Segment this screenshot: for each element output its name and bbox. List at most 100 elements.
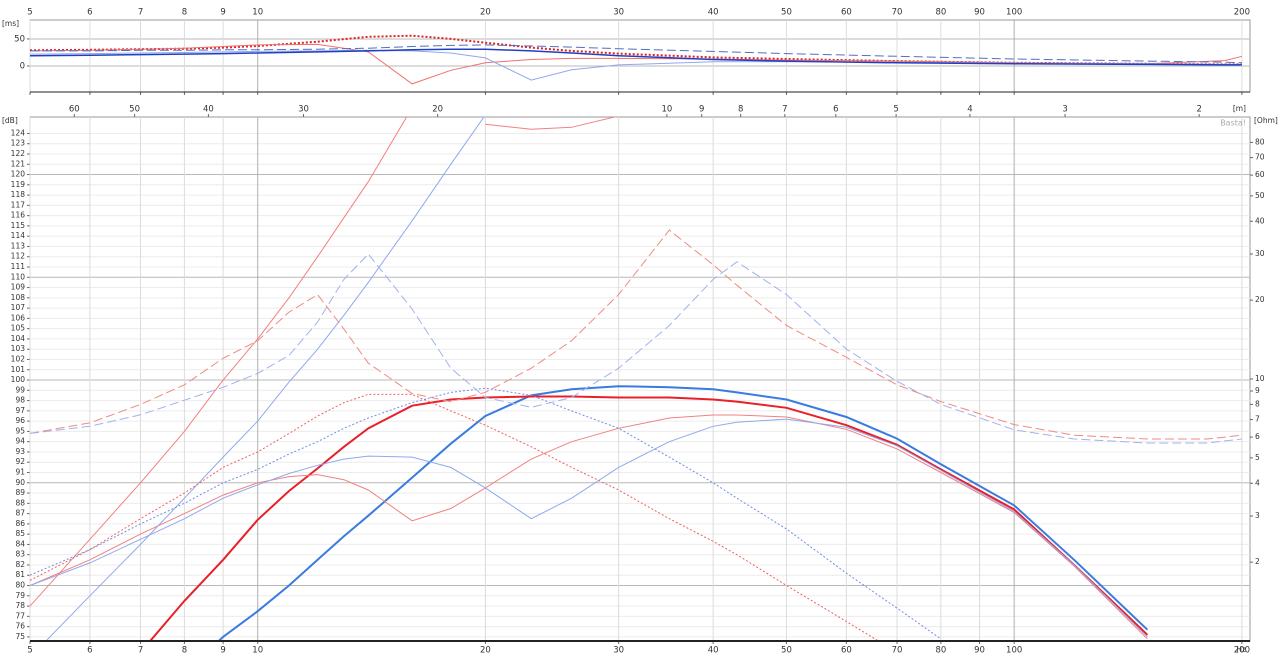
y-tick-label: 94 (15, 437, 25, 446)
top-tick-label: 40 (203, 105, 214, 115)
y2-tick-label: 3 (1255, 511, 1260, 520)
y-tick-label: 87 (15, 509, 25, 518)
y-tick-label: 123 (11, 139, 26, 148)
top-tick-label: 4 (967, 105, 972, 115)
top-tick-label: 9 (699, 105, 704, 115)
series-line (217, 385, 1149, 641)
top-tick-label: 5 (893, 105, 898, 115)
x-tick-label: 5 (27, 8, 32, 18)
series-line (30, 418, 1148, 638)
y-tick-label: 78 (15, 601, 25, 610)
y2-tick-label: 20 (1255, 295, 1265, 304)
y-tick-label: 79 (15, 591, 25, 600)
x-tick-label: 8 (182, 8, 187, 18)
x-tick-label: 200 (1234, 8, 1250, 18)
series-line (30, 117, 617, 607)
x-tick-label: 40 (708, 8, 719, 18)
y-tick-label: 93 (15, 447, 25, 456)
y-tick-label: 121 (11, 159, 26, 168)
y-tick-label: 101 (11, 365, 26, 374)
y2-tick-label: 50 (1255, 191, 1265, 200)
plot-group: 7576777879808182838485868788899091929394… (2, 104, 1278, 656)
y-tick-label: 108 (11, 293, 26, 302)
y-tick-label: 100 (11, 375, 26, 384)
y-tick-label: 122 (11, 149, 26, 158)
y-tick-label: 88 (15, 498, 25, 507)
top-tick-label: 20 (432, 105, 443, 115)
y-tick-label: 116 (11, 211, 26, 220)
y-tick-label: 109 (11, 283, 26, 292)
y2-tick-label: 5 (1255, 453, 1260, 462)
x-tick-label: 10 (252, 646, 263, 656)
x-tick-label: 30 (613, 8, 624, 18)
y-tick-label: 113 (11, 241, 26, 250)
y-axis-label: [ms] (2, 19, 19, 28)
y2-tick-label: 6 (1255, 432, 1260, 441)
top-tick-label: 50 (129, 105, 140, 115)
y-tick-label: 82 (15, 560, 25, 569)
plot-area (29, 116, 1251, 642)
y2-tick-label: 9 (1255, 386, 1260, 395)
x-tick-label: 9 (220, 8, 225, 18)
y-tick-label: 75 (15, 632, 25, 641)
y-tick-label: 99 (15, 385, 25, 394)
y2-tick-label: 80 (1255, 137, 1265, 146)
top-tick-label: 7 (782, 105, 787, 115)
y-tick-label: 85 (15, 529, 25, 538)
y-tick-label: 119 (11, 180, 26, 189)
x-tick-label: 6 (87, 8, 92, 18)
y2-axis-label: [Ohm] (1254, 116, 1278, 125)
y-tick-label: 76 (15, 622, 25, 631)
y-tick-label: 107 (11, 303, 26, 312)
y2-tick-label: 4 (1255, 478, 1260, 487)
x-tick-label: 9 (220, 646, 225, 656)
y-tick-label: 84 (15, 539, 25, 548)
x-tick-label: 40 (708, 646, 719, 656)
x-tick-label: 80 (935, 646, 946, 656)
x-tick-label: 90 (974, 8, 985, 18)
y-tick-label: 80 (15, 581, 25, 590)
y-tick-label: 111 (11, 262, 26, 271)
y-tick-label: 98 (15, 396, 25, 405)
series-line (30, 393, 880, 641)
y-tick-label: 117 (11, 200, 26, 209)
series-line (30, 253, 1242, 444)
x-tick-label: 20 (480, 8, 491, 18)
series-line (148, 395, 1149, 641)
top-tick-label: 10 (661, 105, 672, 115)
top-tick-label: 6 (833, 105, 838, 115)
y2-tick-label: 8 (1255, 399, 1260, 408)
x-tick-label: 80 (935, 8, 946, 18)
y-tick-label: 124 (11, 128, 26, 137)
x-tick-label: 30 (613, 646, 624, 656)
top-tick-label: 60 (69, 105, 80, 115)
x-tick-label: 70 (892, 8, 903, 18)
x-tick-label: 60 (841, 646, 852, 656)
y-tick-label: 91 (15, 467, 25, 476)
y-tick-label: 97 (15, 406, 25, 415)
series-line (30, 43, 1243, 85)
series-group (30, 34, 1243, 85)
top-axis-label: [m] (1233, 104, 1246, 113)
top-tick-label: 3 (1062, 105, 1067, 115)
series-group (30, 117, 1242, 641)
y-tick-label: 83 (15, 550, 25, 559)
y2-tick-label: 40 (1255, 216, 1265, 225)
x-tick-label: 200 (1234, 646, 1250, 656)
y-tick-label: 118 (11, 190, 26, 199)
y-tick-label: 77 (15, 611, 25, 620)
x-tick-label: 100 (1006, 646, 1022, 656)
y-tick-label: 90 (15, 478, 25, 487)
x-tick-label: 50 (781, 646, 792, 656)
y2-tick-label: 7 (1255, 415, 1260, 424)
series-line (30, 44, 1242, 64)
y-tick-label: 105 (11, 324, 26, 333)
series-line (45, 117, 485, 641)
y-tick-label: 96 (15, 416, 25, 425)
x-tick-label: 20 (480, 646, 491, 656)
y-tick-label: 120 (11, 170, 26, 179)
x-tick-label: 60 (841, 8, 852, 18)
y-tick-label: 86 (15, 519, 25, 528)
